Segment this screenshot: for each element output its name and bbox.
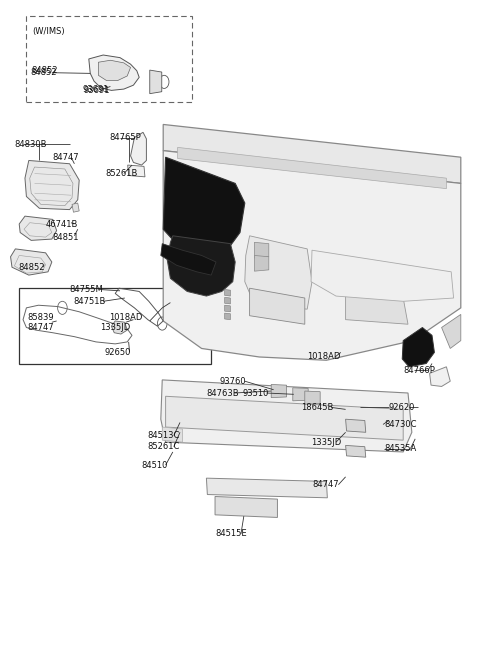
Polygon shape bbox=[178, 147, 446, 189]
Text: 84751B: 84751B bbox=[73, 297, 105, 306]
Text: 84515E: 84515E bbox=[215, 529, 247, 538]
Polygon shape bbox=[131, 132, 146, 165]
Polygon shape bbox=[442, 314, 461, 348]
Text: 18645B: 18645B bbox=[301, 403, 334, 412]
Bar bbox=[19, 288, 211, 364]
Text: 85261B: 85261B bbox=[106, 169, 138, 178]
Polygon shape bbox=[254, 242, 269, 258]
Text: 85839: 85839 bbox=[28, 312, 54, 322]
Polygon shape bbox=[293, 388, 308, 401]
Polygon shape bbox=[163, 157, 245, 259]
Circle shape bbox=[227, 305, 232, 313]
Polygon shape bbox=[161, 244, 216, 275]
Ellipse shape bbox=[188, 253, 217, 283]
Polygon shape bbox=[150, 70, 162, 94]
Text: 84513C: 84513C bbox=[148, 431, 180, 440]
Text: 92650: 92650 bbox=[105, 348, 131, 357]
Bar bbox=[26, 16, 192, 102]
Text: 84765P: 84765P bbox=[109, 133, 141, 142]
Polygon shape bbox=[206, 478, 327, 498]
Text: 1335JD: 1335JD bbox=[100, 323, 130, 332]
Polygon shape bbox=[245, 236, 312, 309]
Polygon shape bbox=[128, 165, 145, 177]
Text: 92620: 92620 bbox=[389, 403, 415, 412]
Polygon shape bbox=[163, 151, 461, 360]
Polygon shape bbox=[346, 419, 366, 432]
Text: 84852: 84852 bbox=[31, 66, 58, 75]
Polygon shape bbox=[25, 160, 79, 210]
Polygon shape bbox=[166, 396, 403, 440]
Polygon shape bbox=[162, 427, 182, 442]
Text: 84852: 84852 bbox=[30, 68, 57, 77]
Polygon shape bbox=[163, 124, 461, 183]
Text: 93691: 93691 bbox=[84, 86, 110, 95]
Polygon shape bbox=[346, 445, 366, 457]
Text: 93691: 93691 bbox=[83, 84, 109, 94]
Text: 84747: 84747 bbox=[312, 480, 338, 489]
Text: 1018AD: 1018AD bbox=[109, 312, 143, 322]
Text: 84730C: 84730C bbox=[384, 420, 417, 429]
Text: 84510: 84510 bbox=[142, 460, 168, 470]
Text: 84830B: 84830B bbox=[14, 140, 47, 149]
Text: 84766P: 84766P bbox=[403, 365, 435, 375]
Text: 84747: 84747 bbox=[53, 153, 79, 162]
Text: 46741B: 46741B bbox=[46, 219, 78, 229]
Polygon shape bbox=[167, 236, 235, 296]
Polygon shape bbox=[72, 203, 79, 212]
Polygon shape bbox=[311, 250, 454, 301]
Polygon shape bbox=[271, 384, 287, 398]
Polygon shape bbox=[19, 216, 57, 240]
Polygon shape bbox=[225, 297, 230, 304]
Polygon shape bbox=[402, 328, 434, 367]
Text: 84851: 84851 bbox=[53, 233, 79, 242]
Polygon shape bbox=[215, 496, 277, 517]
Circle shape bbox=[227, 297, 232, 305]
Text: 84747: 84747 bbox=[28, 323, 54, 332]
Polygon shape bbox=[250, 288, 305, 324]
Text: 84755M: 84755M bbox=[70, 285, 103, 294]
Text: 1018AD: 1018AD bbox=[307, 352, 341, 362]
Text: 84852: 84852 bbox=[18, 263, 45, 272]
Polygon shape bbox=[11, 249, 52, 275]
Text: 84763B: 84763B bbox=[206, 388, 239, 398]
Polygon shape bbox=[305, 391, 320, 404]
Text: 85261C: 85261C bbox=[148, 442, 180, 451]
Text: 1335JD: 1335JD bbox=[311, 438, 341, 447]
Polygon shape bbox=[225, 290, 230, 296]
Polygon shape bbox=[98, 60, 131, 81]
Polygon shape bbox=[225, 313, 230, 320]
Text: 84535A: 84535A bbox=[384, 444, 416, 453]
Polygon shape bbox=[225, 305, 230, 312]
Polygon shape bbox=[346, 288, 408, 324]
Text: 93760: 93760 bbox=[220, 377, 246, 386]
Text: 93510: 93510 bbox=[242, 388, 269, 398]
Polygon shape bbox=[430, 367, 450, 386]
Polygon shape bbox=[89, 55, 139, 90]
Polygon shape bbox=[111, 321, 127, 334]
Polygon shape bbox=[254, 255, 269, 271]
Polygon shape bbox=[161, 380, 412, 452]
Text: (W/IMS): (W/IMS) bbox=[33, 27, 65, 36]
